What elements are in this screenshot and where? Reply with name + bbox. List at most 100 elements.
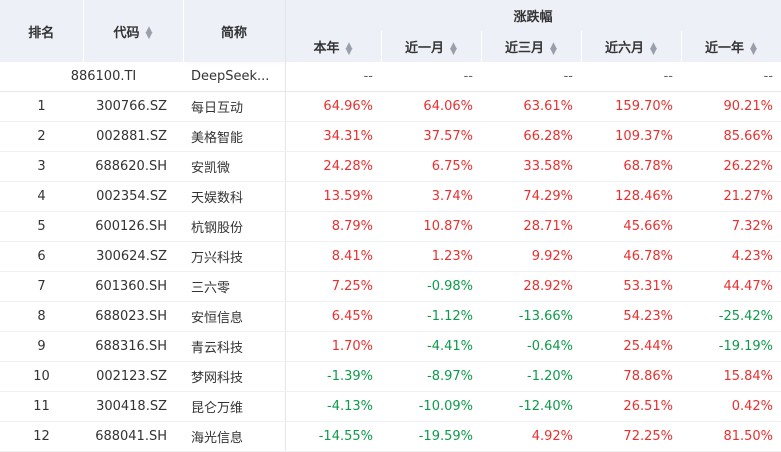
name-cell[interactable]: 安凯微 [183,151,286,182]
sort-arrows-icon[interactable]: ▲ ▼ [550,40,557,57]
code-cell[interactable]: 688316.SH [83,331,183,362]
value-cell: 45.66% [581,211,681,242]
name-cell[interactable]: 梦网科技 [183,361,286,392]
code-cell[interactable]: 601360.SH [83,271,183,302]
value-cell: -0.98% [381,271,481,302]
value-cell: -4.41% [381,331,481,362]
period-header-6m[interactable]: 近六月 ▲ ▼ [581,31,682,62]
sort-arrows-icon[interactable]: ▲ ▼ [450,40,457,57]
rank-header: 排名 [0,0,84,62]
value-cell: -13.66% [481,301,581,332]
code-header[interactable]: 代码 ▲ ▼ [83,0,184,62]
value-cell: 159.70% [581,91,681,122]
code-cell[interactable]: 300766.SZ [83,91,183,122]
period-header-1y[interactable]: 近一年 ▲ ▼ [681,31,781,62]
value-cell: 25.44% [581,331,681,362]
index-row[interactable]: 886100.TI DeepSeek... -- -- -- -- -- [0,62,781,92]
name-cell[interactable]: 万兴科技 [183,241,286,272]
value-cell: 28.92% [481,271,581,302]
table-row[interactable]: 10 002123.SZ 梦网科技 -1.39% -8.97% -1.20% 78.86% 1… [0,361,781,392]
value-cell: 64.06% [381,91,481,122]
value-cell: 53.31% [581,271,681,302]
table-row[interactable]: 4 002354.SZ 天娱数科 13.59% 3.74% 74.29% 128.46% 21… [0,181,781,212]
value-cell: 28.71% [481,211,581,242]
sort-arrows-icon[interactable]: ▲ ▼ [145,25,153,41]
value-cell: 64.96% [285,91,381,122]
period-header-3m[interactable]: 近三月 ▲ ▼ [481,31,582,62]
value-cell: -4.13% [285,391,381,422]
name-cell[interactable]: 每日互动 [183,91,286,122]
value-cell: 68.78% [581,151,681,182]
name-cell[interactable]: 海光信息 [183,421,286,452]
name-cell[interactable]: 天娱数科 [183,181,286,212]
index-name[interactable]: DeepSeek... [183,62,286,92]
value-cell: 13.59% [285,181,381,212]
name-cell[interactable]: 青云科技 [183,331,286,362]
table-row[interactable]: 3 688620.SH 安凯微 24.28% 6.75% 33.58% 68.78% 26.2… [0,151,781,182]
value-cell: -0.64% [481,331,581,362]
rank-cell: 12 [0,421,83,452]
index-code[interactable]: 886100.TI [0,62,183,92]
name-header: 简称 [183,0,286,62]
change-group-header: 涨跌幅 [285,0,781,31]
name-cell[interactable]: 昆仑万维 [183,391,286,422]
sort-arrows-icon[interactable]: ▲ ▼ [750,40,757,57]
value-cell: -1.39% [285,361,381,392]
table-row[interactable]: 11 300418.SZ 昆仑万维 -4.13% -10.09% -12.40% 26.51… [0,391,781,422]
name-cell[interactable]: 美格智能 [183,121,286,152]
name-cell[interactable]: 杭钢股份 [183,211,286,242]
value-cell: -8.97% [381,361,481,392]
period-header-ytd[interactable]: 本年 ▲ ▼ [285,31,382,62]
table-row[interactable]: 12 688041.SH 海光信息 -14.55% -19.59% 4.92% 72.25%… [0,421,781,452]
value-cell: 10.87% [381,211,481,242]
code-cell[interactable]: 688620.SH [83,151,183,182]
value-cell: 109.37% [581,121,681,152]
code-cell[interactable]: 300624.SZ [83,241,183,272]
table-row[interactable]: 6 300624.SZ 万兴科技 8.41% 1.23% 9.92% 46.78% 4.23% [0,241,781,272]
value-cell: 8.41% [285,241,381,272]
name-cell[interactable]: 三六零 [183,271,286,302]
table-row[interactable]: 5 600126.SH 杭钢股份 8.79% 10.87% 28.71% 45.66% 7.3… [0,211,781,242]
value-cell: 44.47% [681,271,781,302]
value-cell: -14.55% [285,421,381,452]
value-cell: 4.23% [681,241,781,272]
code-cell[interactable]: 002123.SZ [83,361,183,392]
value-cell: 72.25% [581,421,681,452]
code-cell[interactable]: 002881.SZ [83,121,183,152]
period-header-1m[interactable]: 近一月 ▲ ▼ [381,31,482,62]
table-row[interactable]: 8 688023.SH 安恒信息 6.45% -1.12% -13.66% 54.23% -2… [0,301,781,332]
code-cell[interactable]: 300418.SZ [83,391,183,422]
value-cell: -1.20% [481,361,581,392]
code-cell[interactable]: 688023.SH [83,301,183,332]
value-cell: 21.27% [681,181,781,212]
value-cell: 90.21% [681,91,781,122]
value-cell: 128.46% [581,181,681,212]
value-cell: 7.25% [285,271,381,302]
value-cell: -12.40% [481,391,581,422]
table-row[interactable]: 7 601360.SH 三六零 7.25% -0.98% 28.92% 53.31% 44.4… [0,271,781,302]
value-cell: 33.58% [481,151,581,182]
value-cell: 8.79% [285,211,381,242]
rank-cell: 7 [0,271,83,302]
rank-cell: 9 [0,331,83,362]
value-cell: -10.09% [381,391,481,422]
value-cell: 24.28% [285,151,381,182]
table-row[interactable]: 9 688316.SH 青云科技 1.70% -4.41% -0.64% 25.44% -19… [0,331,781,362]
name-cell[interactable]: 安恒信息 [183,301,286,332]
value-cell: 1.23% [381,241,481,272]
value-cell: 66.28% [481,121,581,152]
value-cell: 37.57% [381,121,481,152]
sort-arrows-icon[interactable]: ▲ ▼ [650,40,657,57]
code-cell[interactable]: 600126.SH [83,211,183,242]
code-cell[interactable]: 688041.SH [83,421,183,452]
value-cell: 6.45% [285,301,381,332]
rank-cell: 1 [0,91,83,122]
value-cell: -- [285,62,381,92]
value-cell: 15.84% [681,361,781,392]
table-row[interactable]: 1 300766.SZ 每日互动 64.96% 64.06% 63.61% 159.70% 9… [0,91,781,122]
rank-cell: 2 [0,121,83,152]
sort-arrows-icon[interactable]: ▲ ▼ [345,40,353,57]
code-cell[interactable]: 002354.SZ [83,181,183,212]
table-row[interactable]: 2 002881.SZ 美格智能 34.31% 37.57% 66.28% 109.37% 8… [0,121,781,152]
